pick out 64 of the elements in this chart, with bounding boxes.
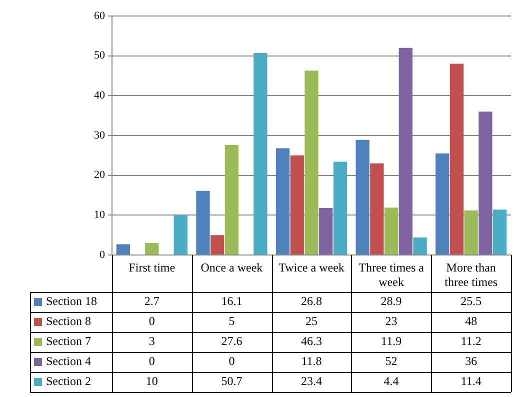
bar	[174, 215, 188, 254]
data-label: 0	[148, 314, 155, 328]
bar	[464, 210, 478, 254]
x-tick-label: Twice a week	[278, 260, 344, 274]
legend-label: Section 7	[46, 334, 91, 348]
bar	[333, 162, 348, 254]
y-tick-label: 0	[100, 248, 106, 261]
bar	[276, 148, 290, 254]
data-label: 4.4	[384, 374, 399, 388]
bar	[254, 53, 268, 254]
bar	[116, 244, 130, 254]
data-label: 23	[385, 314, 398, 328]
bar	[413, 237, 427, 254]
data-label: 10	[146, 374, 158, 388]
x-tick-label: Once a week	[200, 260, 263, 274]
x-tick-label: First time	[128, 260, 176, 274]
data-label: 11.9	[381, 334, 402, 348]
bar	[210, 235, 224, 254]
bar	[384, 208, 398, 254]
data-label: 16.1	[221, 294, 242, 308]
bar	[356, 140, 370, 254]
y-tick-label: 20	[94, 169, 106, 182]
data-label: 50.7	[221, 374, 242, 388]
y-tick-label: 60	[94, 10, 106, 22]
x-tick-label: Three times a week	[358, 260, 425, 289]
data-label: 27.6	[221, 334, 242, 348]
data-label: 23.4	[301, 374, 322, 388]
bar	[370, 163, 384, 254]
data-label: 26.8	[301, 294, 322, 308]
data-label: 46.3	[301, 334, 322, 348]
bar	[450, 64, 464, 254]
bar	[319, 208, 333, 254]
data-label: 0	[228, 354, 235, 368]
y-tick-label: 40	[94, 90, 106, 102]
bar	[398, 48, 412, 254]
data-label: 52	[385, 354, 398, 368]
bar	[304, 70, 318, 254]
data-label: 2.7	[144, 294, 160, 308]
y-tick-label: 30	[94, 129, 106, 142]
data-label: 11.4	[460, 374, 482, 388]
bar	[478, 112, 492, 254]
bar	[290, 155, 304, 254]
y-tick-label: 10	[94, 209, 106, 222]
legend-label: Section 4	[46, 354, 91, 368]
data-label: 11.2	[460, 334, 482, 348]
data-label: 25.5	[460, 294, 482, 308]
bar	[493, 210, 507, 254]
bar	[145, 243, 159, 254]
bar	[436, 153, 450, 254]
data-label: 36	[465, 354, 478, 368]
y-tick-label: 50	[94, 50, 106, 62]
data-label: 11.8	[301, 354, 322, 368]
legend-label: Section 18	[46, 294, 97, 308]
bar	[224, 145, 239, 254]
data-label: 0	[148, 354, 155, 368]
data-label: 48	[465, 314, 478, 328]
data-label: 3	[148, 334, 155, 348]
data-label: 5	[228, 314, 235, 328]
data-label: 28.9	[380, 294, 402, 308]
bar	[196, 190, 210, 254]
x-tick-label: More than three times	[444, 260, 498, 289]
legend-label: Section 8	[46, 314, 91, 328]
legend-label: Section 2	[46, 374, 91, 388]
data-label: 25	[306, 314, 318, 328]
